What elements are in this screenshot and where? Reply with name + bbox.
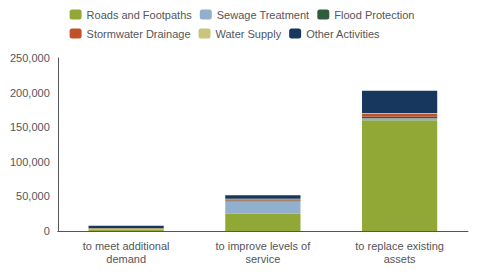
svg-text:Roads and Footpaths: Roads and Footpaths — [87, 9, 193, 21]
svg-text:Other Activities: Other Activities — [306, 28, 380, 40]
svg-text:0: 0 — [44, 225, 50, 237]
svg-text:to replace existing: to replace existing — [355, 240, 444, 252]
svg-text:to meet additional: to meet additional — [83, 240, 170, 252]
svg-text:to improve levels of: to improve levels of — [215, 240, 311, 252]
svg-text:assets: assets — [384, 253, 416, 265]
svg-text:150,000: 150,000 — [10, 121, 50, 133]
svg-text:250,000: 250,000 — [10, 52, 50, 64]
svg-text:Water Supply: Water Supply — [216, 28, 282, 40]
svg-text:100,000: 100,000 — [10, 156, 50, 168]
svg-text:service: service — [245, 253, 280, 265]
svg-text:Flood Protection: Flood Protection — [334, 9, 414, 21]
svg-text:50,000: 50,000 — [16, 190, 50, 202]
svg-text:Sewage Treatment: Sewage Treatment — [217, 9, 309, 21]
svg-text:demand: demand — [106, 253, 146, 265]
svg-text:200,000: 200,000 — [10, 87, 50, 99]
svg-text:Stormwater Drainage: Stormwater Drainage — [87, 28, 191, 40]
